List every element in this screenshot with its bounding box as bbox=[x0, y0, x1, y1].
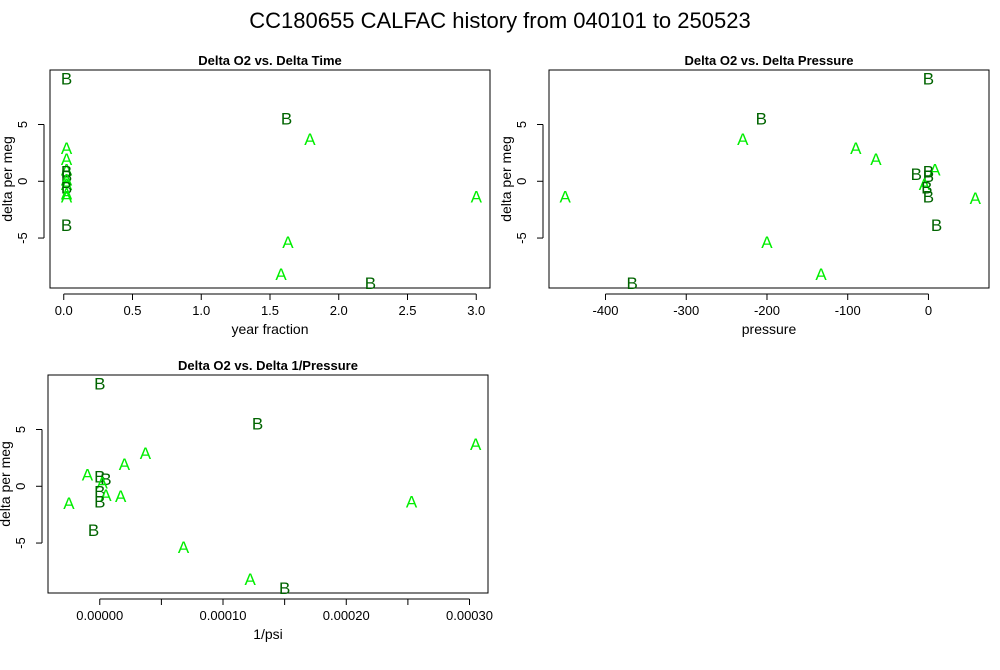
data-point-A: A bbox=[970, 189, 982, 208]
plot-frame bbox=[548, 69, 990, 289]
data-point-B: B bbox=[923, 163, 934, 182]
x-tick-label: 3.0 bbox=[467, 303, 485, 318]
data-point-A: A bbox=[761, 233, 773, 252]
x-tick-label: 0.5 bbox=[123, 303, 141, 318]
data-point-B: B bbox=[756, 109, 767, 128]
x-tick-label: 0.0 bbox=[55, 303, 73, 318]
data-point-A: A bbox=[929, 160, 941, 179]
data-point-A: A bbox=[82, 465, 94, 484]
x-tick-label: 0.00020 bbox=[323, 608, 370, 623]
y-axis-title: delta per meg bbox=[0, 136, 15, 222]
data-point-B: B bbox=[61, 216, 72, 235]
panel-title: Delta O2 vs. Delta 1/Pressure bbox=[178, 358, 358, 373]
data-point-A: A bbox=[559, 188, 571, 207]
plot-frame bbox=[49, 69, 491, 289]
data-point-B: B bbox=[252, 414, 263, 433]
data-point-A: A bbox=[470, 435, 482, 454]
x-tick-label: 1.5 bbox=[261, 303, 279, 318]
data-point-A: A bbox=[61, 150, 73, 169]
data-point-A: A bbox=[815, 265, 827, 284]
data-point-B: B bbox=[94, 375, 105, 394]
y-axis-title: delta per meg bbox=[0, 441, 13, 527]
x-tick-label: 0.00010 bbox=[200, 608, 247, 623]
data-point-A: A bbox=[178, 538, 190, 557]
y-tick-label: 0 bbox=[13, 483, 28, 490]
data-point-A: A bbox=[919, 175, 931, 194]
data-point-B: B bbox=[100, 470, 111, 489]
data-point-B: B bbox=[279, 579, 290, 598]
data-point-A: A bbox=[100, 486, 112, 505]
data-point-A: A bbox=[97, 473, 109, 492]
data-point-B: B bbox=[626, 274, 637, 293]
data-point-A: A bbox=[61, 139, 73, 158]
data-point-A: A bbox=[61, 188, 73, 207]
panel-3: Delta O2 vs. Delta 1/Pressure 0.00000 0.00… bbox=[0, 358, 493, 642]
data-point-A: A bbox=[63, 494, 75, 513]
x-axis-title: 1/psi bbox=[253, 626, 283, 642]
data-point-B: B bbox=[923, 70, 934, 89]
data-point-A: A bbox=[471, 188, 483, 207]
data-point-A: A bbox=[244, 570, 256, 589]
y-tick-label: -5 bbox=[15, 232, 30, 244]
x-tick-label: -200 bbox=[754, 303, 780, 318]
x-tick-label: 2.5 bbox=[398, 303, 416, 318]
data-point-B: B bbox=[94, 468, 105, 487]
data-point-B: B bbox=[61, 167, 72, 186]
data-point-A: A bbox=[61, 160, 73, 179]
x-tick-label: 1.0 bbox=[192, 303, 210, 318]
data-point-B: B bbox=[281, 109, 292, 128]
data-point-A: A bbox=[304, 130, 316, 149]
x-tick-label: 0.00030 bbox=[446, 608, 493, 623]
main-title: CC180655 CALFAC history from 040101 to 2… bbox=[249, 8, 750, 33]
plots-group: Delta O2 vs. Delta Time 0.0 0.5 1.0 1.5 2.0 2.… bbox=[0, 53, 990, 642]
x-tick-label: -100 bbox=[835, 303, 861, 318]
data-point-B: B bbox=[923, 167, 934, 186]
data-point-B: B bbox=[931, 216, 942, 235]
data-point-A: A bbox=[282, 233, 294, 252]
y-tick-label: 5 bbox=[514, 121, 529, 128]
data-point-B: B bbox=[921, 179, 932, 198]
data-point-A: A bbox=[119, 455, 131, 474]
x-tick-label: 0.00000 bbox=[76, 608, 123, 623]
panel-1: Delta O2 vs. Delta Time 0.0 0.5 1.0 1.5 2.0 2.… bbox=[0, 53, 491, 337]
x-tick-label: -400 bbox=[592, 303, 618, 318]
y-tick-label: 0 bbox=[514, 178, 529, 185]
data-point-B: B bbox=[61, 163, 72, 182]
data-point-A: A bbox=[406, 493, 418, 512]
data-point-B: B bbox=[61, 179, 72, 198]
data-point-B: B bbox=[923, 188, 934, 207]
data-point-A: A bbox=[61, 184, 73, 203]
data-point-A: A bbox=[870, 150, 882, 169]
x-tick-label: 2.0 bbox=[330, 303, 348, 318]
y-axis-title: delta per meg bbox=[498, 136, 514, 222]
y-tick-label: -5 bbox=[514, 232, 529, 244]
x-tick-label: 0 bbox=[925, 303, 932, 318]
data-point-B: B bbox=[365, 274, 376, 293]
data-point-A: A bbox=[850, 139, 862, 158]
plot-frame bbox=[47, 374, 489, 594]
data-point-B: B bbox=[911, 165, 922, 184]
data-point-A: A bbox=[61, 171, 73, 190]
data-point-A: A bbox=[61, 175, 73, 194]
data-point-B: B bbox=[88, 521, 99, 540]
y-tick-label: -5 bbox=[13, 537, 28, 549]
data-point-B: B bbox=[94, 493, 105, 512]
y-tick-label: 5 bbox=[13, 426, 28, 433]
data-point-B: B bbox=[94, 482, 105, 501]
panel-title: Delta O2 vs. Delta Time bbox=[198, 53, 342, 68]
data-point-A: A bbox=[115, 487, 127, 506]
y-tick-label: 5 bbox=[15, 121, 30, 128]
data-point-A: A bbox=[140, 444, 152, 463]
data-point-B: B bbox=[61, 70, 72, 89]
x-axis-title: year fraction bbox=[231, 321, 308, 337]
panel-2: Delta O2 vs. Delta Pressure -400 -300 -200 -… bbox=[498, 53, 990, 337]
data-point-A: A bbox=[737, 130, 749, 149]
panel-title: Delta O2 vs. Delta Pressure bbox=[684, 53, 853, 68]
x-tick-label: -300 bbox=[673, 303, 699, 318]
data-point-A: A bbox=[275, 265, 287, 284]
x-axis-title: pressure bbox=[742, 321, 797, 337]
y-tick-label: 0 bbox=[15, 178, 30, 185]
